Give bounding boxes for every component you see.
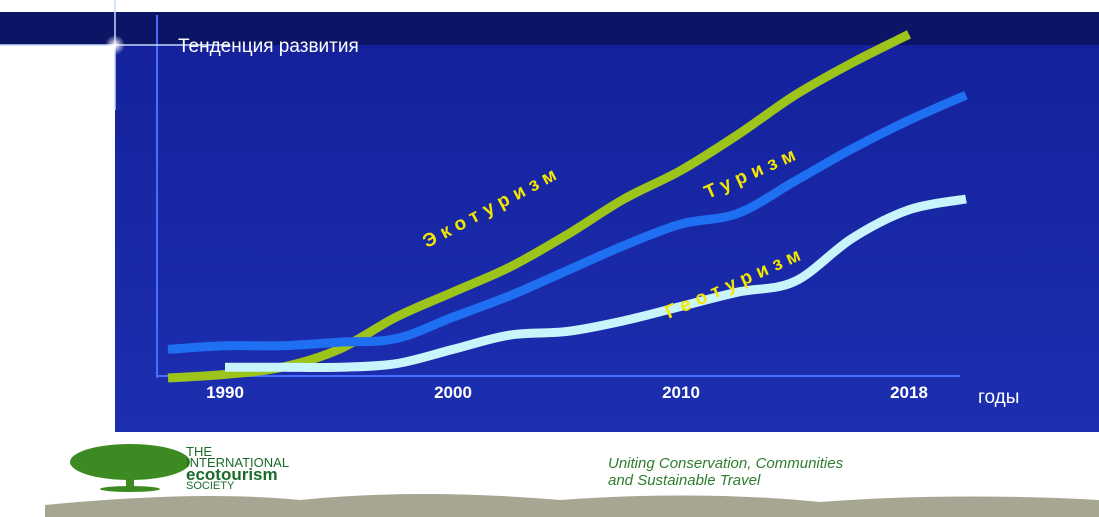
logo-the: THE — [186, 444, 212, 459]
top-band — [0, 12, 1099, 45]
tagline-1: Uniting Conservation, Communities — [608, 455, 844, 472]
tagline-2: and Sustainable Travel — [608, 472, 761, 489]
x-tick-label: 2018 — [890, 383, 928, 402]
x-axis-label: годы — [978, 387, 1019, 408]
background — [115, 12, 1099, 432]
x-tick-label: 2010 — [662, 383, 700, 402]
logo-society: SOCIETY — [186, 480, 235, 492]
flare — [105, 35, 125, 55]
logo-ecotourism: ecotourism — [186, 465, 278, 484]
chart-title: Тенденция развития — [178, 36, 359, 57]
logo-international: INTERNATIONAL — [186, 455, 289, 470]
series-line — [167, 91, 968, 354]
landscape — [45, 494, 1099, 517]
x-tick-label: 1990 — [206, 383, 244, 402]
logo — [70, 444, 190, 492]
x-tick-label: 2000 — [434, 383, 472, 402]
series-line — [224, 194, 967, 373]
